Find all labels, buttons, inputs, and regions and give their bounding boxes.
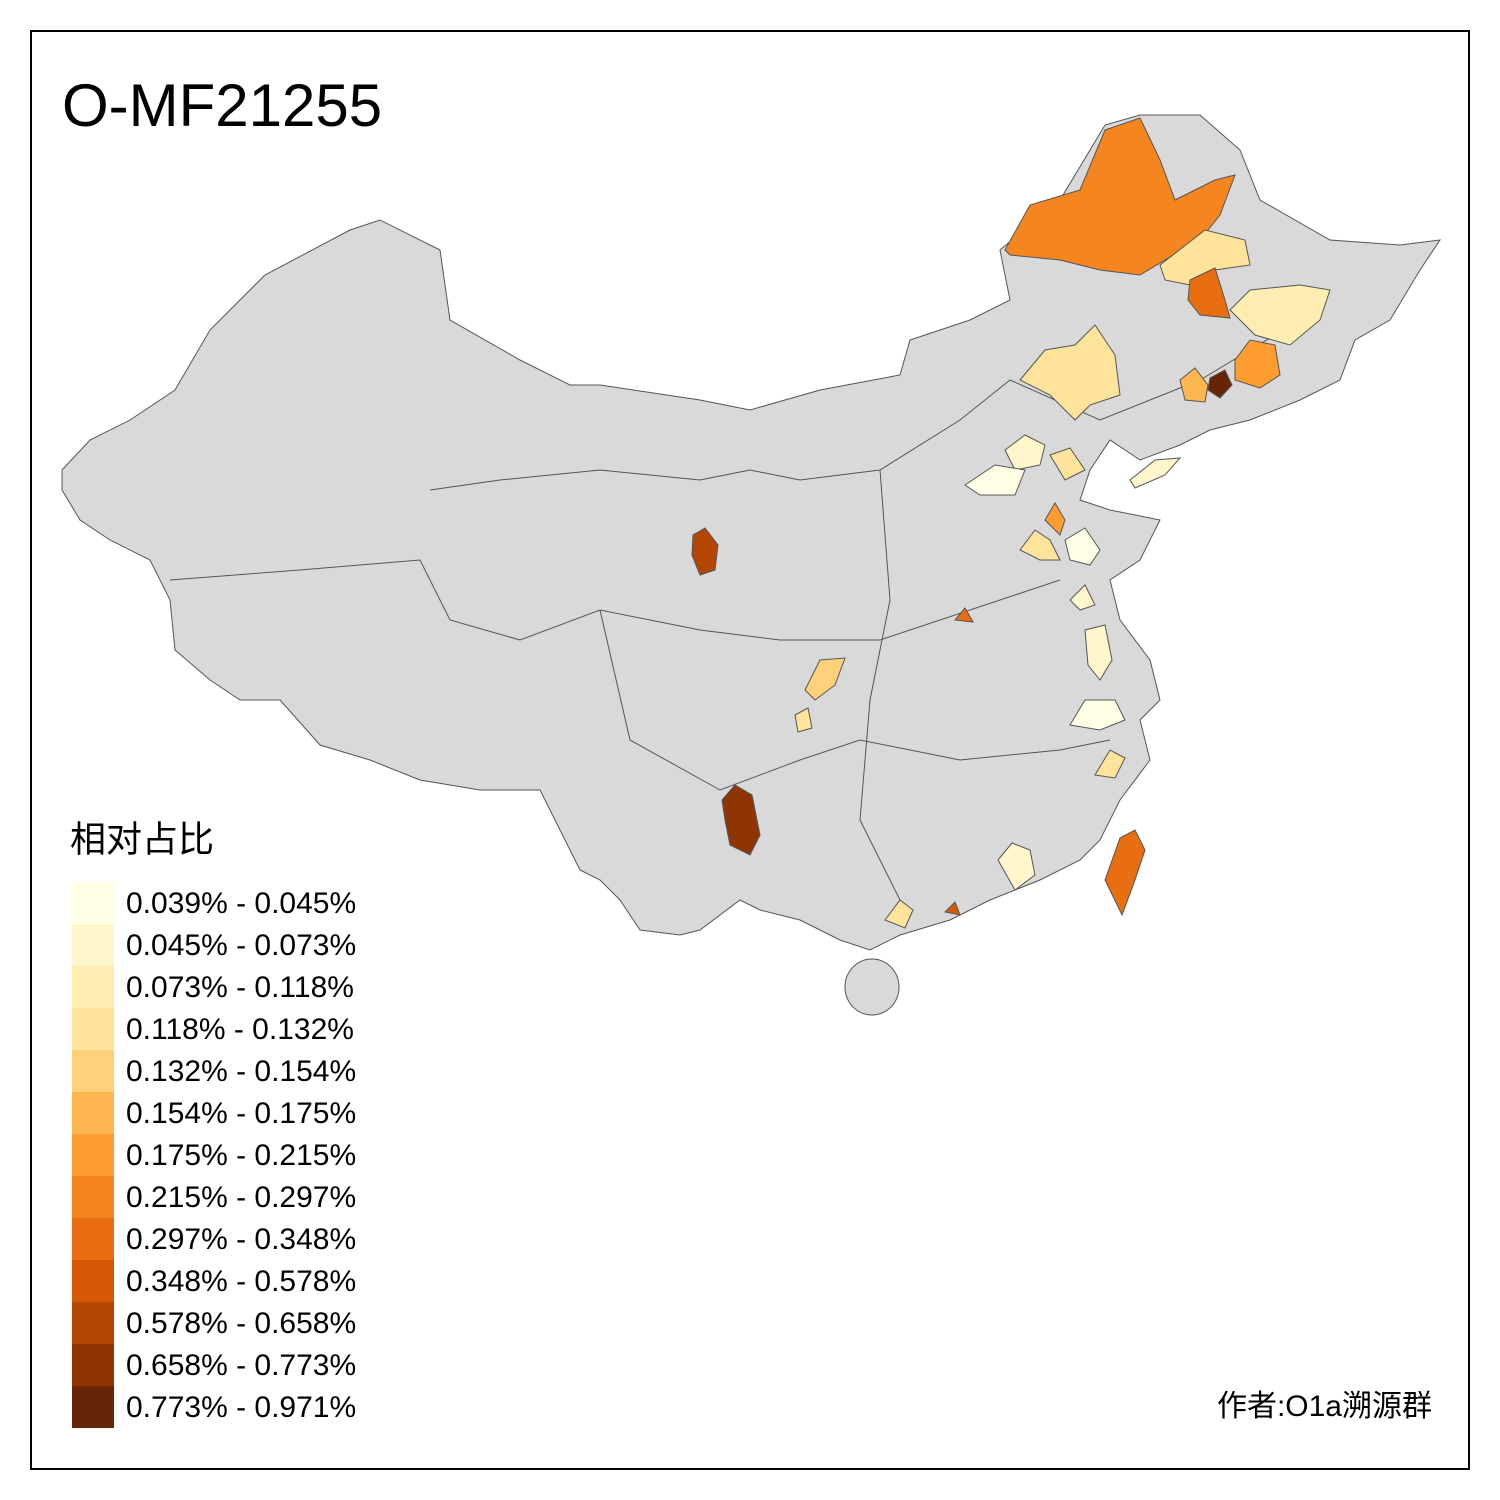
region	[1069, 699, 1126, 731]
legend-swatch	[72, 1302, 114, 1344]
region	[1064, 527, 1101, 566]
region	[1004, 434, 1046, 471]
legend-label: 0.348% - 0.578%	[126, 1265, 356, 1298]
legend-swatch	[72, 1344, 114, 1386]
legend: 0.039% - 0.045% 0.045% - 0.073% 0.073% - 0…	[72, 882, 356, 1428]
region	[1229, 284, 1331, 346]
region	[1234, 339, 1281, 389]
legend-label: 0.132% - 0.154%	[126, 1055, 356, 1088]
province-borders	[859, 469, 901, 901]
region	[943, 901, 961, 916]
legend-swatch	[72, 882, 114, 924]
region	[1019, 324, 1121, 421]
legend-label: 0.215% - 0.297%	[126, 1181, 356, 1214]
legend-label: 0.773% - 0.971%	[126, 1391, 356, 1424]
region	[1179, 367, 1209, 403]
region	[954, 607, 974, 623]
legend-swatch	[72, 1218, 114, 1260]
legend-label: 0.658% - 0.773%	[126, 1349, 356, 1382]
legend-label: 0.045% - 0.073%	[126, 929, 356, 962]
region	[1104, 829, 1146, 917]
legend-label: 0.073% - 0.118%	[126, 971, 354, 1004]
region	[1044, 502, 1066, 536]
region	[804, 657, 846, 701]
legend-swatch	[72, 966, 114, 1008]
legend-label: 0.154% - 0.175%	[126, 1097, 356, 1130]
region	[1207, 369, 1233, 399]
legend-swatch	[72, 1386, 114, 1428]
legend-swatch	[72, 1092, 114, 1134]
legend-label: 0.578% - 0.658%	[126, 1307, 356, 1340]
map	[61, 114, 1442, 1016]
legend-swatch	[72, 1260, 114, 1302]
legend-swatch	[72, 1134, 114, 1176]
region	[1004, 117, 1236, 276]
region	[1069, 584, 1096, 611]
region	[1049, 447, 1086, 481]
legend-title: 相对占比	[70, 819, 214, 860]
region	[794, 707, 813, 733]
legend-label: 0.297% - 0.348%	[126, 1223, 356, 1256]
region	[964, 464, 1026, 496]
region	[721, 784, 761, 856]
region	[1129, 457, 1182, 489]
legend-swatch	[72, 1008, 114, 1050]
region	[1019, 529, 1061, 561]
legend-swatch	[72, 924, 114, 966]
legend-swatch	[72, 1176, 114, 1218]
region	[884, 899, 914, 929]
legend-swatch	[72, 1050, 114, 1092]
region	[1094, 749, 1126, 779]
legend-label: 0.039% - 0.045%	[126, 887, 356, 920]
region	[1084, 624, 1113, 681]
island	[844, 958, 900, 1016]
country-outline	[61, 114, 1442, 951]
region	[1159, 229, 1251, 286]
region	[691, 527, 719, 576]
legend-label: 0.175% - 0.215%	[126, 1139, 356, 1172]
region	[1187, 267, 1231, 319]
province-borders	[599, 609, 1111, 791]
region	[997, 842, 1036, 891]
title: O-MF21255	[62, 72, 382, 139]
author-note: 作者:O1a溯源群	[1217, 1390, 1432, 1423]
legend-label: 0.118% - 0.132%	[126, 1013, 354, 1046]
